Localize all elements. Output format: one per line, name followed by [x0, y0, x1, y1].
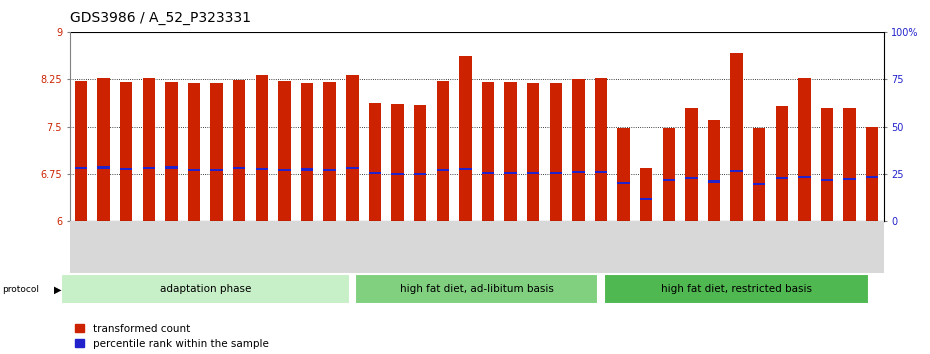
Bar	[436, 81, 449, 221]
Bar	[392, 173, 404, 175]
Bar	[278, 169, 291, 171]
Bar	[844, 178, 856, 180]
Text: high fat diet, restricted basis: high fat diet, restricted basis	[661, 284, 812, 295]
Text: high fat diet, ad-libitum basis: high fat diet, ad-libitum basis	[400, 284, 553, 295]
Bar	[98, 78, 110, 221]
Bar	[368, 172, 381, 175]
Bar	[482, 82, 494, 221]
Bar	[730, 170, 743, 172]
Bar	[866, 127, 879, 221]
Bar	[166, 82, 178, 221]
Bar	[392, 104, 404, 221]
Bar	[866, 176, 879, 178]
Text: ▶: ▶	[54, 284, 61, 295]
Bar	[324, 82, 336, 221]
Bar	[572, 79, 585, 221]
Bar	[142, 78, 155, 221]
Bar	[662, 128, 675, 221]
Bar	[414, 105, 426, 221]
Bar	[256, 168, 268, 170]
Bar	[776, 177, 788, 179]
Bar	[662, 179, 675, 181]
Bar	[527, 83, 539, 221]
Bar	[730, 53, 743, 221]
Bar	[527, 172, 539, 175]
Bar	[798, 78, 811, 221]
Bar	[640, 198, 652, 200]
Bar	[210, 83, 223, 221]
Bar	[844, 108, 856, 221]
Bar	[504, 172, 517, 175]
Bar	[640, 167, 652, 221]
Legend: transformed count, percentile rank within the sample: transformed count, percentile rank withi…	[75, 324, 269, 349]
Bar	[301, 83, 313, 221]
Bar	[98, 166, 110, 169]
Bar	[708, 120, 720, 221]
Bar	[346, 167, 359, 169]
Bar	[753, 129, 765, 221]
Bar	[550, 83, 562, 221]
Bar	[74, 167, 87, 169]
Bar	[685, 108, 698, 221]
Bar	[278, 81, 291, 221]
Bar	[550, 172, 562, 175]
Bar	[753, 183, 765, 185]
Bar	[233, 167, 246, 169]
Bar	[504, 82, 517, 221]
Text: protocol: protocol	[2, 285, 39, 294]
Bar	[324, 169, 336, 171]
Bar	[572, 171, 585, 173]
Bar	[120, 82, 132, 221]
Bar	[459, 56, 472, 221]
Bar	[685, 177, 698, 179]
Bar	[482, 172, 494, 174]
Bar	[142, 167, 155, 169]
Bar	[798, 176, 811, 178]
Bar	[120, 168, 132, 170]
Bar	[594, 171, 607, 173]
Bar	[188, 169, 200, 171]
Bar	[708, 181, 720, 183]
Bar	[301, 169, 313, 171]
Bar	[346, 75, 359, 221]
Bar	[74, 81, 87, 221]
Bar	[210, 169, 223, 171]
Bar	[368, 103, 381, 221]
Bar	[188, 83, 200, 221]
Bar	[618, 129, 630, 221]
Bar	[166, 166, 178, 169]
Bar	[618, 182, 630, 184]
Text: adaptation phase: adaptation phase	[160, 284, 251, 295]
Bar	[233, 80, 246, 221]
Text: GDS3986 / A_52_P323331: GDS3986 / A_52_P323331	[70, 11, 251, 25]
Bar	[256, 75, 268, 221]
Bar	[459, 168, 472, 170]
Bar	[821, 179, 833, 181]
Bar	[821, 108, 833, 221]
Bar	[776, 106, 788, 221]
Bar	[414, 173, 426, 175]
Bar	[436, 169, 449, 171]
Bar	[594, 78, 607, 221]
